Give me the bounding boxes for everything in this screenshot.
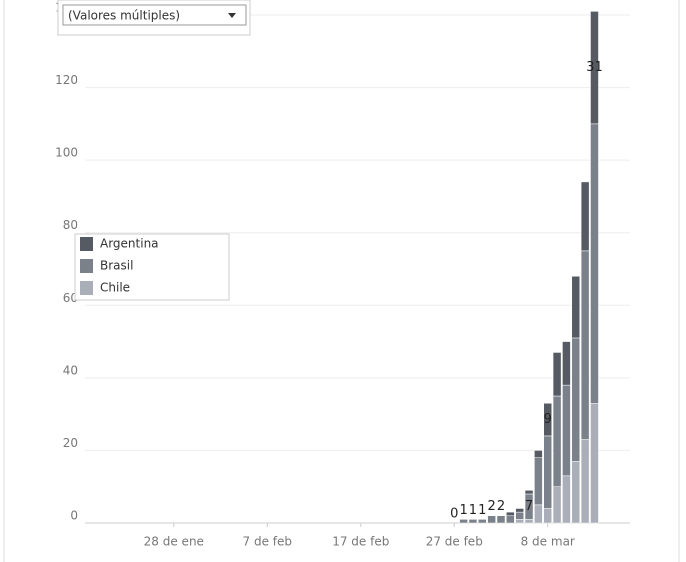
legend-box: [74, 233, 230, 301]
value-label: 7: [525, 499, 533, 514]
bar-segment: [459, 519, 468, 524]
y-tick-label: 60: [63, 291, 78, 305]
y-tick-label: 0: [70, 509, 78, 523]
y-tick-label: 100: [55, 146, 78, 160]
y-tick-label: 120: [55, 73, 78, 87]
bar-segment: [496, 515, 506, 524]
bar-segment: [571, 461, 581, 524]
x-tick-label: 17 de feb: [332, 535, 389, 549]
value-label: 0: [450, 507, 458, 522]
bar-segment: [524, 519, 534, 524]
bar-segment: [543, 508, 552, 524]
bar-segment: [590, 11, 599, 125]
bar-segment: [487, 515, 496, 524]
bar-segment: [524, 490, 534, 495]
y-tick-label: 20: [63, 436, 78, 450]
bar-segment: [534, 504, 543, 524]
bar-segment: [515, 519, 524, 524]
x-tick-label: 27 de feb: [426, 535, 483, 549]
bar-segment: [562, 475, 571, 524]
bar-segment: [534, 450, 543, 458]
bar-segment: [506, 515, 515, 524]
x-tick-label: 7 de feb: [243, 535, 293, 549]
y-tick-label: 40: [63, 363, 78, 377]
dropdown-arrow: [228, 13, 236, 18]
value-label: 1: [459, 503, 467, 518]
bar-segment: [571, 276, 581, 339]
value-label: 2: [488, 499, 496, 514]
legend-label: Chile: [100, 281, 130, 295]
bar-segment: [580, 250, 590, 440]
value-label: 1: [478, 503, 486, 518]
bar-segment: [580, 181, 590, 252]
legend-swatch: [80, 281, 93, 295]
bar-segment: [552, 352, 562, 397]
y-tick-label: 80: [63, 218, 78, 232]
filter-select[interactable]: [62, 4, 247, 26]
bar-segment: [590, 403, 599, 524]
bar-segment: [552, 486, 562, 524]
x-tick-label: 8 de mar: [521, 535, 575, 549]
bar-segment: [543, 435, 552, 509]
legend-label: Argentina: [100, 237, 159, 251]
bar-segment: [543, 403, 552, 437]
value-label: 9: [544, 412, 552, 427]
bar-segment: [580, 439, 590, 524]
bar-segment: [478, 519, 487, 524]
filter-text: (Valores múltiples): [68, 9, 180, 23]
bar-segment: [562, 341, 571, 386]
x-tick-label: 28 de ene: [144, 535, 204, 549]
value-label: 2: [497, 499, 505, 514]
legend-label: Brasil: [100, 259, 133, 273]
value-label: 31: [586, 60, 603, 75]
bar-segment: [571, 337, 581, 462]
bar-segment: [515, 511, 524, 520]
legend-swatch: [80, 237, 93, 251]
bar-segment: [506, 511, 515, 516]
legend-swatch: [80, 259, 93, 273]
filter-dropdown[interactable]: (Valores múltiples): [57, 0, 251, 36]
bar-segment: [515, 508, 524, 513]
legend: Argentina Brasil Chile: [74, 233, 230, 301]
bar-segment: [552, 395, 562, 487]
value-label: 1: [469, 503, 477, 518]
bar-segment: [468, 519, 478, 524]
bar-segment: [534, 457, 543, 506]
bar-segment: [590, 123, 599, 404]
bar-segment: [562, 384, 571, 477]
